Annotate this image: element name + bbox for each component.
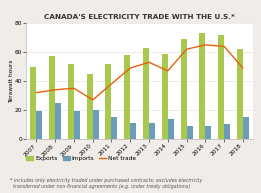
Bar xyxy=(143,48,149,139)
Bar xyxy=(124,55,130,139)
Text: * includes only electricity traded under purchased contracts; excludes electrici: * includes only electricity traded under… xyxy=(10,178,203,189)
Bar xyxy=(168,119,174,139)
Bar xyxy=(218,35,224,139)
Bar xyxy=(93,110,99,139)
Title: CANADA'S ELECTRICITY TRADE WITH THE U.S.*: CANADA'S ELECTRICITY TRADE WITH THE U.S.… xyxy=(44,14,235,20)
Bar xyxy=(130,123,136,139)
Bar xyxy=(205,126,211,139)
Bar xyxy=(31,67,37,139)
Bar xyxy=(149,123,155,139)
Bar xyxy=(187,126,193,139)
Bar xyxy=(162,53,168,139)
Y-axis label: Terawatt hours: Terawatt hours xyxy=(9,59,14,103)
Bar xyxy=(37,111,43,139)
Bar xyxy=(111,117,117,139)
Bar xyxy=(105,64,111,139)
Bar xyxy=(237,49,243,139)
Legend: Exports, Imports, Net trade: Exports, Imports, Net trade xyxy=(24,153,139,163)
Bar xyxy=(74,111,80,139)
Bar xyxy=(243,117,249,139)
Bar xyxy=(49,56,55,139)
Bar xyxy=(199,33,205,139)
Bar xyxy=(224,124,230,139)
Bar xyxy=(68,64,74,139)
Bar xyxy=(181,39,187,139)
Bar xyxy=(87,74,93,139)
Bar xyxy=(55,103,61,139)
